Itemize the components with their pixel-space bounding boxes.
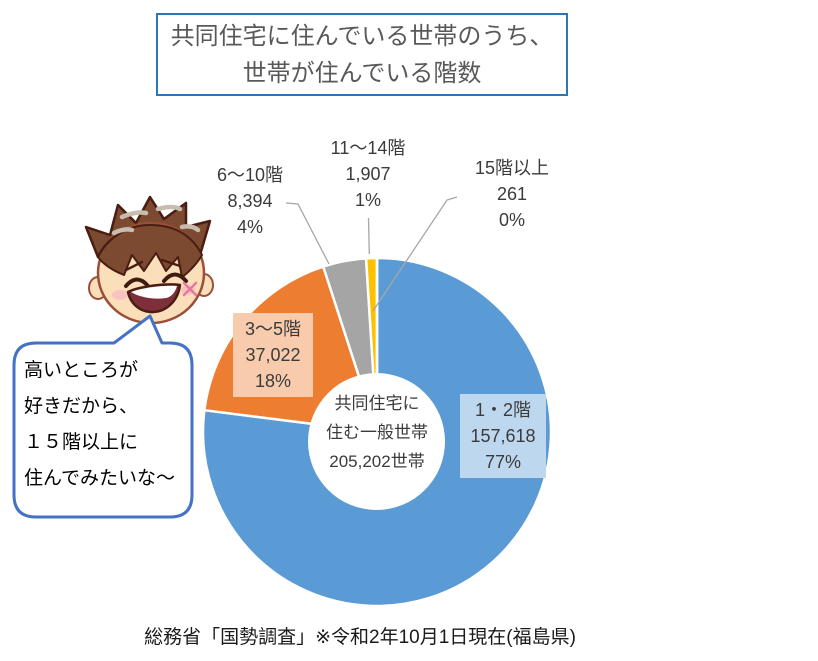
chart-title-box: 共同住宅に住んでいる世帯のうち、 世帯が住んでいる階数	[156, 13, 568, 96]
hair-highlights-icon	[111, 204, 201, 236]
speech-line-1: 高いところが	[24, 360, 139, 381]
donut-center-line1: 共同住宅に	[334, 394, 420, 413]
data-label-3-5-name: 3～5階	[244, 319, 302, 339]
data-label-1-2: 1・2階 157,618 77%	[460, 394, 546, 478]
hair-fringe-icon	[97, 224, 203, 278]
data-label-6-10-name: 6～10階	[216, 165, 284, 185]
chart-title-line1: 共同住宅に住んでいる世帯のうち、	[170, 22, 554, 50]
data-label-15plus-pct: 0%	[498, 210, 525, 230]
data-label-11-14: 11～14階 1,907 1%	[308, 135, 428, 213]
donut-center-label: 共同住宅に 住む一般世帯 205,202世帯	[304, 389, 450, 476]
data-label-3-5: 3～5階 37,022 18%	[233, 313, 313, 397]
donut-hole	[308, 373, 445, 510]
donut-center-line2: 住む一般世帯	[326, 423, 428, 442]
cheek-cross-icon	[182, 281, 198, 297]
data-label-1-2-pct: 77%	[484, 452, 522, 472]
data-label-3-5-value: 37,022	[245, 345, 301, 365]
data-label-11-14-value: 1,907	[345, 164, 391, 184]
data-label-3-5-pct: 18%	[254, 371, 292, 391]
speech-line-3: １５階以上に	[24, 432, 139, 453]
data-label-15plus: 15階以上 261 0%	[452, 155, 572, 233]
source-caption: 総務省「国勢調査」※令和2年10月1日現在(福島県)	[144, 627, 576, 648]
speech-line-2: 好きだから、	[24, 396, 139, 417]
chart-title-line2: 世帯が住んでいる階数	[242, 59, 482, 87]
speech-bubble-icon	[12, 314, 194, 519]
data-label-11-14-name: 11～14階	[330, 138, 406, 158]
data-label-11-14-pct: 1%	[354, 190, 381, 210]
data-label-15plus-name: 15階以上	[474, 158, 550, 178]
closed-eyes-icon	[124, 272, 188, 288]
leader-line-11-14	[367, 217, 370, 255]
data-label-6-10: 6～10階 8,394 4%	[190, 162, 310, 240]
speech-line-4: 住んでみたいな～	[24, 468, 176, 489]
speech-bubble-outline	[12, 314, 194, 519]
leader-line-6-10	[285, 202, 330, 265]
data-label-1-2-value: 157,618	[470, 426, 536, 446]
speech-bubble-text: 高いところが 好きだから、 １５階以上に 住んでみたいな～	[24, 353, 186, 497]
leader-line-15plus	[372, 196, 458, 312]
data-label-1-2-name: 1・2階	[474, 400, 532, 420]
data-label-6-10-pct: 4%	[236, 217, 263, 237]
eyebrows-icon	[124, 258, 182, 272]
data-label-6-10-value: 8,394	[227, 191, 273, 211]
donut-center-line3: 205,202世帯	[329, 452, 425, 471]
data-label-15plus-value: 261	[496, 184, 528, 204]
teeth-icon	[131, 285, 177, 299]
